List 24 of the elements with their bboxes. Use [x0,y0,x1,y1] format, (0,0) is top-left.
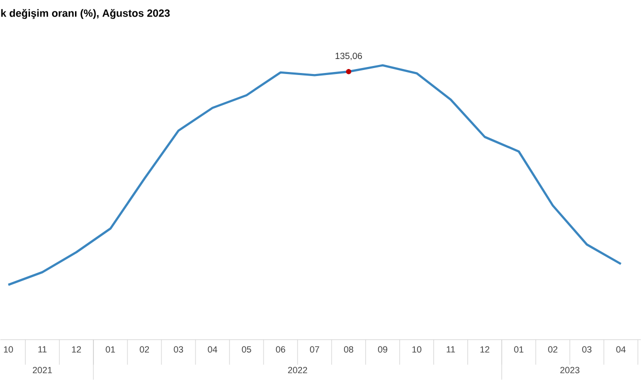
chart-title: k değişim oranı (%), Ağustos 2023 [1,9,170,20]
x-tick-label: 07 [310,346,320,353]
x-tick-label: 03 [174,346,184,353]
annotation: 135,06 [336,52,362,60]
x-tick-label: 11 [446,346,455,353]
x-tick-label: 04 [208,346,218,353]
text: 2023 [560,367,580,374]
text: 2022 [288,367,308,374]
x-tick-label: 04 [616,346,626,353]
text: 2021 [32,367,52,374]
x-tick-label: 12 [480,346,490,353]
x-tick-label: 02 [548,346,558,353]
x-tick-label: 01 [106,346,115,353]
x-tick-label: 10 [412,346,422,353]
x-tick-label: 06 [276,346,286,353]
x-tick-label: 03 [582,346,592,353]
x-tick-label: 09 [378,346,388,353]
x-tick-label: 08 [344,346,354,353]
x-tick-label: 11 [38,346,47,353]
x-tick-label: 12 [72,346,81,353]
x-tick-label: 05 [242,346,252,353]
x-tick-label: 02 [140,346,149,353]
x-tick-label: 10 [4,346,13,353]
x-tick-label: 01 [514,346,524,353]
